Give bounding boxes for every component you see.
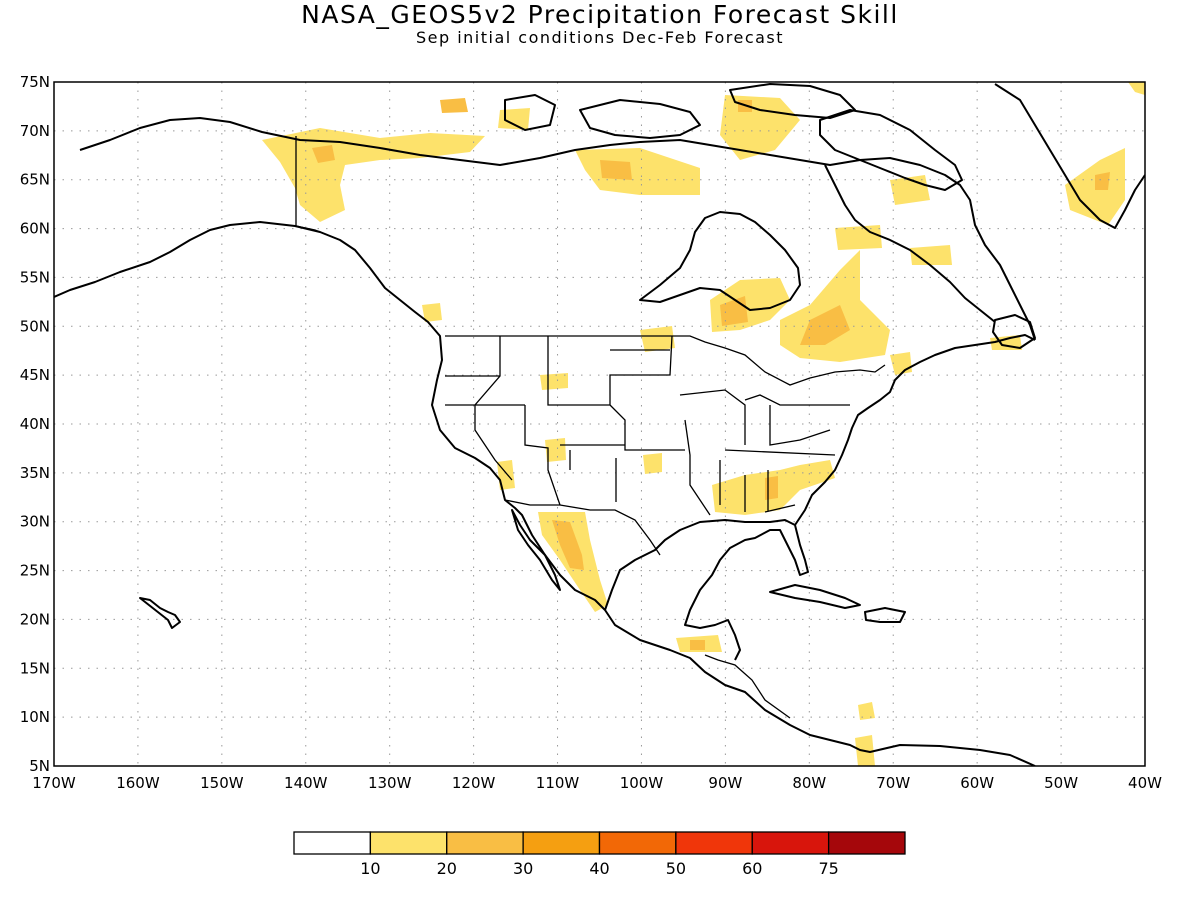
lat-tick-label: 30N [20,513,50,531]
colorbar-label: 40 [589,859,609,878]
skill-area-labrador [910,245,952,265]
latitude-axis: 5N 10N 15N 20N 25N 30N 35N 40N 45N 50N 55N 60N 65N 70… [20,73,50,775]
political-borders [295,136,886,719]
lat-tick-label: 40N [20,415,50,433]
skill-area-pacific-nw [422,303,442,322]
skill-area-colombia [858,702,875,720]
lon-tick-label: 100W [620,774,664,792]
skill-area-oklahoma [643,453,662,474]
coastline-cuba [769,584,861,609]
lon-tick-label: 160W [116,774,160,792]
coastline-atlantic-us [794,334,1036,526]
border-central-america [704,654,791,719]
coastline-victoria-island [579,99,701,139]
lat-tick-label: 70N [20,122,50,140]
longitude-axis: 170W 160W 150W 140W 130W 120W 110W 100W 90W 80W 70… [32,774,1162,792]
lat-tick-label: 50N [20,317,50,335]
colorbar-segment [751,831,830,855]
skill-area-arctic-3 [575,148,700,195]
lon-tick-label: 150W [200,774,244,792]
colorbar-label: 20 [437,859,457,878]
coastline-north-america [54,221,1036,766]
skill-area-utah [545,438,566,462]
border-us-canada [445,335,886,386]
colorbar-label: 50 [666,859,686,878]
skill-area-arctic-4 [720,95,800,160]
skill-area-arizona [497,460,515,490]
lat-tick-label: 10N [20,708,50,726]
coastline-arctic [79,117,1036,341]
colorbar-segment [369,831,448,855]
skill-area-southeast-core [765,476,778,500]
skill-area-arctic-3-core [600,160,632,180]
lat-tick-label: 75N [20,73,50,91]
lat-tick-label: 15N [20,659,50,677]
skill-area-greenland-core [1095,172,1110,190]
colorbar-segment [827,831,906,855]
border-us-mexico [504,499,661,556]
coastline-greenland [994,83,1145,229]
lon-tick-label: 40W [1128,774,1162,792]
map-title: NASA_GEOS5v2 Precipitation Forecast Skil… [301,0,899,29]
coastline-newfoundland [992,314,1036,349]
coastline-banks-island [504,94,556,131]
skill-area-wyoming [540,373,568,390]
skill-area-central-america-core [690,640,705,650]
lat-tick-label: 5N [29,757,50,775]
colorbar-segment [598,831,677,855]
coastline-hawaii [139,597,181,629]
colorbar: 10 20 30 40 50 60 75 [293,831,906,878]
colorbar-label: 10 [360,859,380,878]
lon-tick-label: 50W [1044,774,1078,792]
lon-tick-label: 70W [876,774,910,792]
coastline-gulf-of-mexico [604,519,809,661]
lat-tick-label: 65N [20,171,50,189]
lon-tick-label: 170W [32,774,76,792]
coastline-labrador [824,164,996,323]
colorbar-label: 75 [818,859,838,878]
lat-tick-label: 60N [20,220,50,238]
skill-area-mexico-core [552,520,584,570]
border-us-states [445,335,850,516]
coastline-gulf-of-california [511,509,561,591]
coastline-hispaniola [864,607,906,623]
lat-tick-label: 20N [20,610,50,628]
coastline-ellesmere [729,83,856,119]
lon-tick-label: 140W [284,774,328,792]
lat-tick-label: 45N [20,366,50,384]
skill-area-arctic-2 [498,108,530,130]
skill-area-greenland-ne [1128,82,1145,95]
map-subtitle: Sep initial conditions Dec-Feb Forecast [415,28,785,47]
map-grid [54,82,1145,766]
skill-area-quebec-core [800,305,850,345]
coastlines [54,83,1145,766]
lon-tick-label: 120W [452,774,496,792]
colorbar-segment [522,831,601,855]
colorbar-segment [293,831,372,855]
colorbar-label: 30 [513,859,533,878]
coastline-baffin-island [819,109,963,191]
colorbar-segment [446,831,524,855]
border-alaska-canada [295,136,341,241]
colorbar-label: 60 [742,859,762,878]
lon-tick-label: 90W [708,774,742,792]
lat-tick-label: 55N [20,268,50,286]
skill-area-manitoba [640,326,675,352]
colorbar-segment [675,831,753,855]
lon-tick-label: 80W [792,774,826,792]
lon-tick-label: 110W [536,774,580,792]
lon-tick-label: 60W [960,774,994,792]
lat-tick-label: 25N [20,562,50,580]
lon-tick-label: 130W [368,774,412,792]
skill-shading [262,82,1145,766]
skill-area-quebec-north [835,225,882,250]
coastline-hudson-bay [639,211,801,311]
skill-area-arctic-1 [440,98,468,113]
lat-tick-label: 35N [20,464,50,482]
skill-area-alaska-core [312,145,335,163]
map-frame [53,81,1146,767]
